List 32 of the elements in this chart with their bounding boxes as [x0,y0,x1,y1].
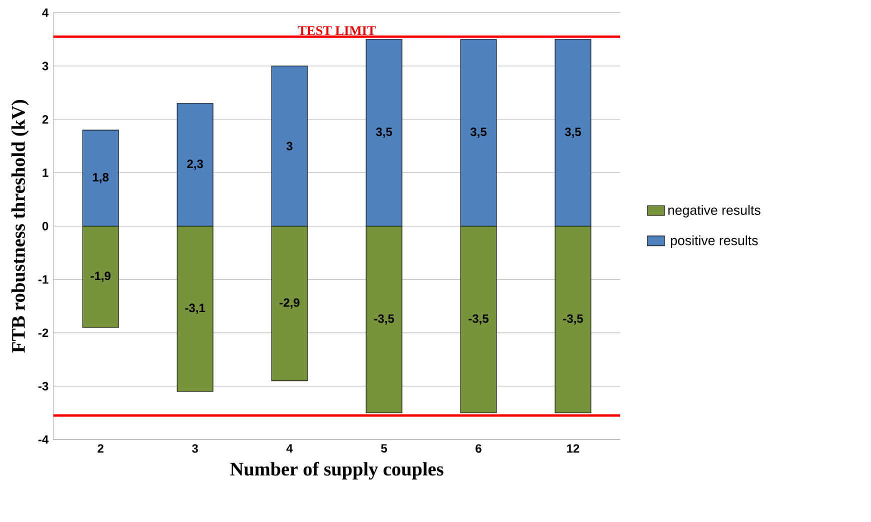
data-label: 1,8 [93,172,109,184]
x-tick-label: 12 [567,444,580,453]
y-tick-label: 0 [42,222,48,230]
legend-label: negative results [668,204,760,218]
data-label: -3,5 [468,314,489,324]
x-axis-title: Number of supply couples [230,462,444,480]
y-tick-label: 1 [42,168,48,177]
y-tick-label: 3 [42,62,48,70]
y-axis-title: FTB robustness threshold (kV) [11,100,29,353]
data-label: 2,3 [187,160,203,170]
data-label: 3 [286,142,292,150]
x-tick-label: 4 [286,444,293,452]
x-tick-label: 6 [476,444,482,453]
data-label: -3,5 [563,314,584,324]
y-tick-label: -3 [38,382,48,390]
data-label: -3,1 [185,304,206,314]
data-label: 3,5 [376,128,392,138]
y-tick-label: 2 [42,115,48,124]
legend-label: positive results [670,235,758,248]
x-tick-label: 5 [381,444,388,453]
data-label: -2,9 [280,298,300,308]
ref-line-label: TEST LIMIT [298,26,376,35]
data-label: 3,5 [470,128,487,138]
y-tick-label: -2 [38,328,48,337]
y-tick-label: -4 [38,435,49,444]
y-tick-label: -1 [38,275,48,284]
data-label: -1,9 [90,272,110,282]
data-label: -3,5 [374,314,394,324]
data-label: 3,5 [564,128,582,138]
y-tick-label: 4 [42,8,49,17]
x-tick-label: 2 [98,444,104,453]
x-tick-label: 3 [192,444,198,453]
